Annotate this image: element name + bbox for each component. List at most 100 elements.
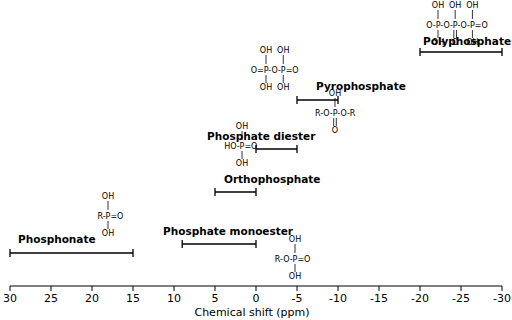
range-label: Polyphosphate (423, 35, 511, 47)
bond (438, 10, 439, 19)
bond (295, 244, 296, 253)
x-tick-label: 10 (167, 292, 181, 305)
x-tick-label: -20 (411, 292, 429, 305)
bond (472, 10, 473, 19)
range-label: Phosphonate (18, 233, 96, 245)
chart-root: 302520151050-5-10-15-20-25-30Chemical sh… (0, 0, 512, 320)
bond (283, 55, 284, 64)
structure-top: OH (277, 46, 289, 55)
range-bar (182, 240, 256, 248)
bond (283, 75, 284, 83)
range-cap (501, 48, 502, 56)
chart: 302520151050-5-10-15-20-25-30Chemical sh… (0, 0, 512, 320)
bond (472, 30, 473, 38)
bond (266, 75, 267, 83)
range-line (215, 191, 256, 192)
structure-bottom: OH (102, 229, 114, 238)
x-tick (297, 286, 298, 291)
x-tick-label: -10 (329, 292, 347, 305)
structure-bottom: O (332, 126, 338, 135)
x-tick-label: 20 (85, 292, 99, 305)
range-label: Phosphate diester (207, 130, 316, 142)
structure-middle: R-P=O (97, 212, 123, 221)
ranges (10, 48, 502, 257)
bond (108, 221, 109, 229)
x-tick (92, 286, 93, 291)
structure-top: OH (432, 1, 444, 10)
structure-top: OH (466, 1, 478, 10)
bond (335, 98, 336, 107)
bond (455, 10, 456, 19)
x-tick (133, 286, 134, 291)
structure-bottom: OH (289, 272, 301, 281)
x-tick (174, 286, 175, 291)
x-tick-label: 25 (44, 292, 58, 305)
structure-top: OH (102, 192, 114, 201)
structure-bottom: OH (466, 38, 478, 47)
range-label: Phosphate monoester (163, 225, 294, 237)
structure-bottom: OH (236, 159, 248, 168)
x-tick-label: 5 (212, 292, 219, 305)
range-cap (132, 249, 133, 257)
structure: HO-P=OOHOH (224, 122, 257, 168)
range-cap (296, 96, 297, 104)
x-tick (256, 286, 257, 291)
bond (456, 30, 457, 38)
structure-bottom: OH (277, 83, 289, 92)
structure-middle: O-P-O-P-O-P=O (426, 21, 488, 30)
range-cap (9, 249, 10, 257)
range-bar (10, 249, 133, 257)
range-bar (215, 188, 256, 196)
structure-middle: HO-P=O (224, 142, 257, 151)
x-axis-title: Chemical shift (ppm) (194, 306, 309, 319)
structure: R-O-P=O OH OH (275, 235, 311, 281)
range-cap (255, 188, 256, 196)
bond (336, 118, 337, 126)
structure-top: OH (449, 1, 461, 10)
structure-bottom: O (452, 38, 458, 47)
x-tick (461, 286, 462, 291)
range-cap (182, 240, 183, 248)
structure: R-P=O OH OH (97, 192, 123, 238)
structure-top: OH (289, 235, 301, 244)
structure: O=P-O-P=O OH OH OH OH (251, 46, 299, 92)
structure-middle: O=P-O-P=O (251, 66, 299, 75)
x-tick-label: -30 (493, 292, 511, 305)
range-line (10, 252, 133, 253)
structure: O-P-O-P-O-P=O OH OH OH OH O OH (426, 1, 488, 47)
bond (333, 118, 334, 126)
x-tick (10, 286, 11, 291)
x-tick-label: 30 (3, 292, 17, 305)
bond (295, 264, 296, 272)
range-cap (419, 48, 420, 56)
x-tick-label: -25 (452, 292, 470, 305)
range-line (297, 99, 338, 100)
x-tick (379, 286, 380, 291)
structure-bottom: OH (260, 83, 272, 92)
bond (453, 30, 454, 38)
structure-top: OH (260, 46, 272, 55)
range-label: Orthophosphate (224, 173, 320, 185)
range-cap (255, 240, 256, 248)
x-tick (502, 286, 503, 291)
x-tick (215, 286, 216, 291)
range-label: Pyrophosphate (316, 80, 406, 92)
x-tick-label: 0 (253, 292, 260, 305)
bond (438, 30, 439, 38)
bond (108, 201, 109, 210)
range-cap (296, 145, 297, 153)
range-line (182, 243, 256, 244)
x-tick (338, 286, 339, 291)
x-tick-label: 15 (126, 292, 140, 305)
bond (242, 151, 243, 159)
structure-middle: R-O-P=O (275, 255, 311, 264)
x-tick (51, 286, 52, 291)
range-line (420, 51, 502, 52)
bond (266, 55, 267, 64)
range-bar (256, 145, 297, 153)
range-line (256, 148, 297, 149)
structure-bottom: OH (432, 38, 444, 47)
range-cap (214, 188, 215, 196)
x-tick-label: -15 (370, 292, 388, 305)
range-bar (420, 48, 502, 56)
